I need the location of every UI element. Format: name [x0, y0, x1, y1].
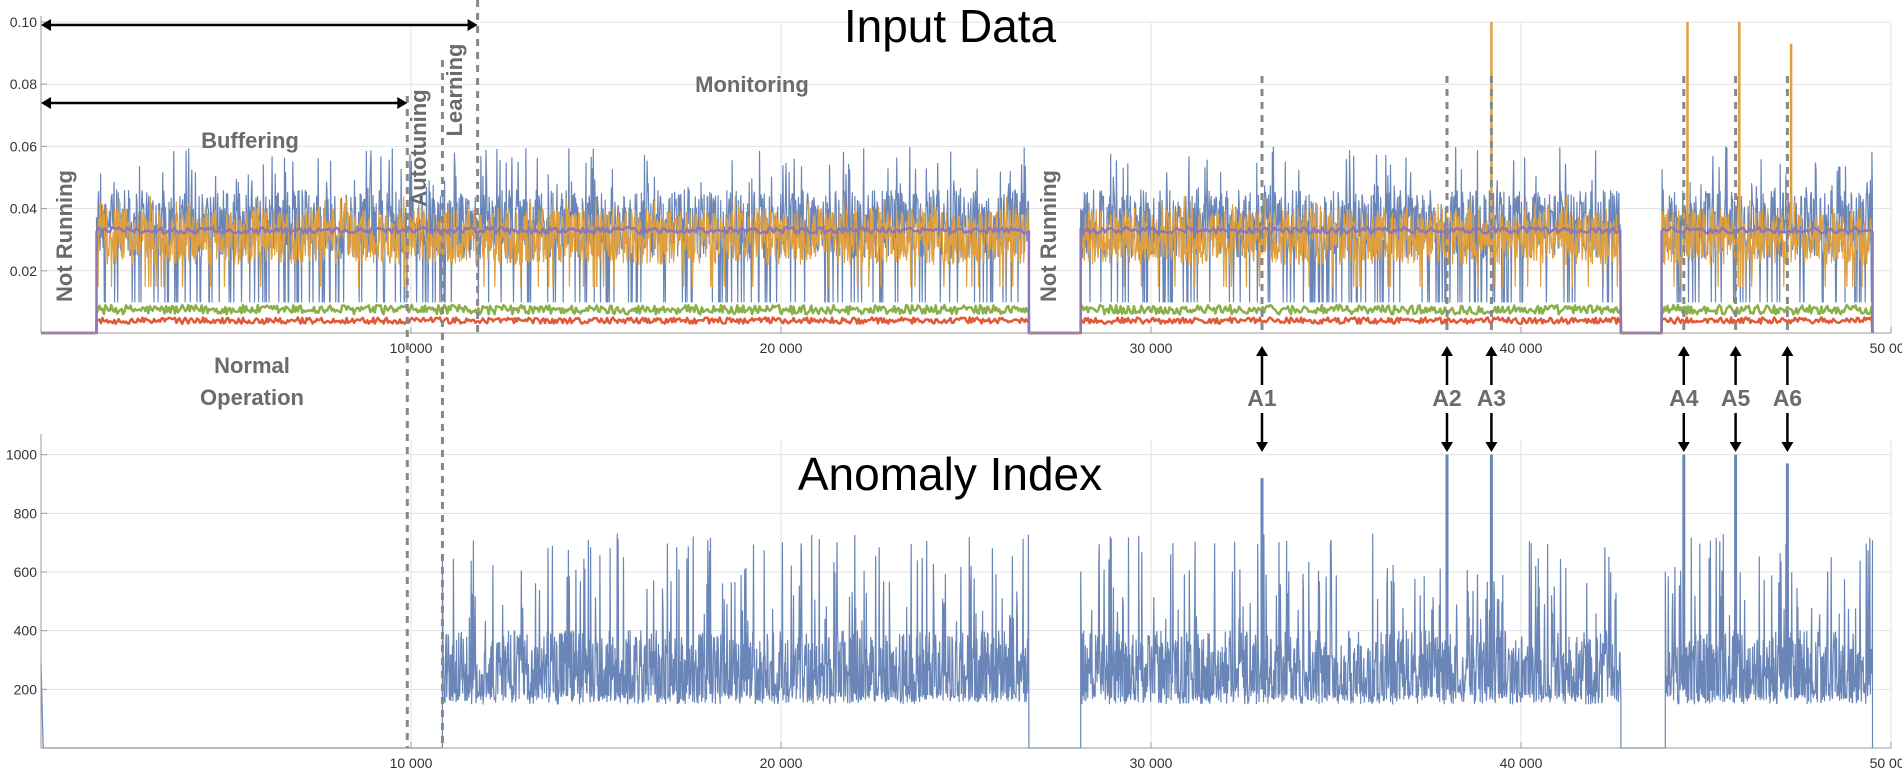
anomaly-label: A2 [1432, 385, 1461, 411]
series-line-blue [41, 146, 1874, 334]
arrowhead [1677, 442, 1690, 452]
anomaly-label: A5 [1721, 385, 1751, 411]
arrowhead [41, 19, 51, 31]
x-tick-label: 30 000 [1130, 755, 1173, 771]
arrowhead [1781, 442, 1794, 452]
arrowhead [397, 97, 408, 109]
anomaly-index-line [40, 533, 1874, 749]
series-line-orange [41, 195, 1874, 334]
y-tick-label: 0.06 [10, 138, 37, 154]
y-tick-label: 0.08 [10, 76, 37, 92]
arrowhead [1729, 442, 1742, 452]
phase-label-not-running: Not Running [1036, 170, 1061, 302]
chart-title-input-data: Input Data [844, 0, 1057, 52]
anomaly-label: A6 [1773, 385, 1802, 411]
y-tick-label: 400 [14, 623, 38, 639]
arrowhead [1441, 346, 1453, 356]
anomaly-label: A4 [1669, 385, 1699, 411]
y-tick-label: 600 [14, 564, 38, 580]
x-tick-label: 40 000 [1500, 340, 1543, 356]
y-tick-label: 0.04 [10, 201, 37, 217]
anomaly-label: A1 [1247, 385, 1277, 411]
x-tick-label: 20 000 [760, 340, 803, 356]
y-tick-label: 1000 [6, 447, 37, 463]
phase-label-normal-operation-line1: Normal [214, 353, 290, 378]
phase-label-autotuning: Autotuning [406, 89, 431, 206]
arrowhead [1256, 442, 1268, 452]
x-tick-label: 10 000 [390, 340, 433, 356]
y-tick-label: 200 [14, 681, 38, 697]
series-line-red [41, 316, 1874, 335]
y-tick-label: 800 [14, 505, 38, 521]
series-line-purple [41, 226, 1874, 335]
phase-label-learning: Learning [442, 44, 467, 137]
y-tick-label: 0.10 [10, 14, 37, 30]
x-tick-label: 30 000 [1130, 340, 1173, 356]
phase-label-buffering: Buffering [201, 128, 299, 153]
x-tick-label: 40 000 [1500, 755, 1543, 771]
series-line-green [41, 303, 1874, 335]
arrowhead [1485, 346, 1498, 356]
x-tick-label: 20 000 [760, 755, 803, 771]
x-tick-label: 50 000 [1870, 340, 1902, 356]
y-tick-label: 0.02 [10, 263, 37, 279]
arrowhead [1729, 346, 1742, 356]
arrowhead [1677, 346, 1690, 356]
phase-label-normal-operation-line2: Operation [200, 385, 304, 410]
x-tick-label: 10 000 [390, 755, 433, 771]
phase-label-monitoring: Monitoring [695, 72, 809, 97]
anomaly-label: A3 [1477, 385, 1506, 411]
arrowhead [41, 97, 51, 109]
arrowhead [1256, 346, 1268, 356]
chart-title-anomaly-index: Anomaly Index [798, 448, 1102, 500]
phase-label-not-running: Not Running [52, 170, 77, 302]
arrowhead [1441, 442, 1453, 452]
arrowhead [1781, 346, 1794, 356]
x-tick-label: 50 000 [1870, 755, 1902, 771]
arrowhead [467, 19, 478, 31]
arrowhead [1485, 442, 1498, 452]
